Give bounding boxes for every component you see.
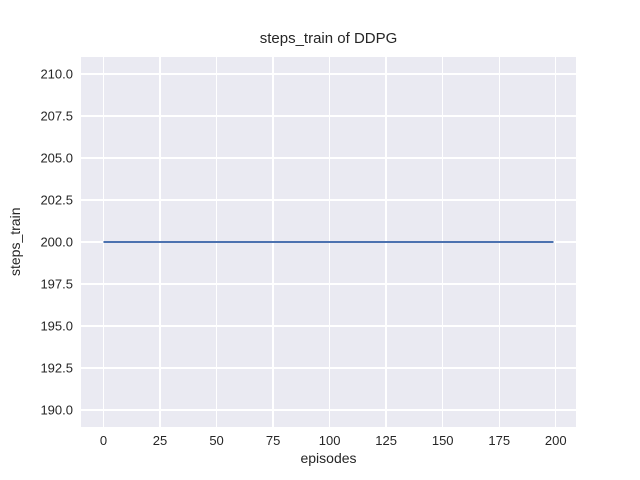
x-tick-label: 175 bbox=[488, 433, 511, 448]
x-tick-label: 25 bbox=[152, 433, 168, 448]
y-gridline bbox=[81, 199, 576, 201]
x-tick-label: 0 bbox=[99, 433, 108, 448]
y-tick-label: 197.5 bbox=[40, 276, 73, 292]
plot-area bbox=[81, 57, 576, 427]
data-line-layer bbox=[103, 241, 554, 243]
y-gridline bbox=[81, 157, 576, 159]
x-axis-label: episodes bbox=[300, 450, 357, 466]
y-tick-label: 205.0 bbox=[40, 150, 73, 166]
x-tick-label: 125 bbox=[375, 433, 398, 448]
x-tick-label: 150 bbox=[431, 433, 454, 448]
y-tick-label: 192.5 bbox=[40, 360, 73, 376]
y-tick-label: 200.0 bbox=[40, 234, 73, 250]
y-gridline bbox=[81, 325, 576, 327]
y-gridline bbox=[81, 367, 576, 369]
y-tick-label: 195.0 bbox=[40, 318, 73, 334]
y-tick-label: 210.0 bbox=[40, 66, 73, 82]
y-gridline bbox=[81, 73, 576, 75]
y-tick-label: 190.0 bbox=[40, 402, 73, 418]
x-tick-label: 200 bbox=[544, 433, 567, 448]
x-tick-label: 100 bbox=[318, 433, 341, 448]
y-gridline bbox=[81, 115, 576, 117]
chart-title: steps_train of DDPG bbox=[259, 30, 398, 47]
y-gridline bbox=[81, 283, 576, 285]
y-tick-label: 202.5 bbox=[40, 192, 73, 208]
y-tick-label: 207.5 bbox=[40, 108, 73, 124]
x-tick-label: 50 bbox=[209, 433, 224, 448]
y-gridline bbox=[81, 409, 576, 411]
x-tick-label: 75 bbox=[265, 433, 281, 448]
